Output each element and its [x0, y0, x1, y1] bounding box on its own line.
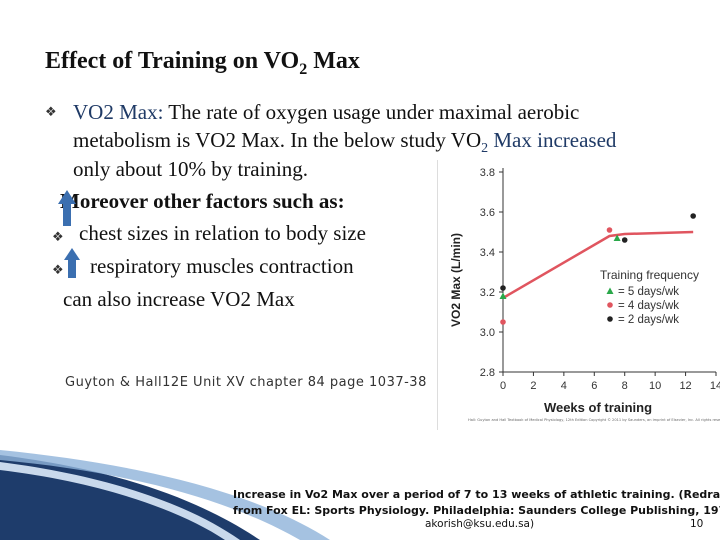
- chart-figure: VO2 Max (L/min) Weeks of training 2.8 3.0…: [437, 160, 720, 430]
- legend-marker: [606, 287, 614, 294]
- x-tick-label: 14: [710, 380, 720, 392]
- y-tick-label: 3.6: [480, 207, 495, 219]
- up-arrow-icon: [58, 190, 76, 226]
- bullet1-label: VO2 Max:: [73, 100, 164, 124]
- bullet1-subscript: 2: [481, 141, 489, 157]
- bullet1-line2-end: Max increased: [488, 128, 617, 152]
- y-tick-label: 3.0: [480, 327, 495, 339]
- data-point: [606, 227, 613, 233]
- item1-text: chest sizes in relation to body size: [79, 221, 366, 245]
- x-tick-label: 6: [591, 380, 597, 392]
- bullet1-line1: VO2 Max: The rate of oxygen usage under …: [73, 96, 579, 129]
- conclusion-text: can also increase VO2 Max: [63, 287, 295, 311]
- x-tick-label: 10: [649, 380, 661, 392]
- slide-title: Effect of Training on VO2 Max: [45, 48, 360, 79]
- figure-caption: Increase in Vo2 Max over a period of 7 t…: [233, 487, 720, 519]
- data-point: [690, 213, 696, 219]
- footer-email: akorish@ksu.edu.sa): [425, 518, 535, 530]
- bullet1-line3-text: only about 10% by training.: [73, 157, 309, 181]
- y-tick-label: 3.4: [480, 247, 495, 259]
- y-tick-label: 3.8: [480, 167, 495, 179]
- bullet1-line2-text: metabolism is VO2 Max. In the below stud…: [73, 128, 482, 152]
- x-tick-label: 4: [561, 380, 567, 392]
- vo2-chart: VO2 Max (L/min) Weeks of training 2.8 3.0…: [449, 167, 720, 422]
- citation: Guyton & Hall12E Unit XV chapter 84 page…: [65, 375, 427, 390]
- x-tick-label: 8: [622, 380, 628, 392]
- bullet1-line3: only about 10% by training.: [73, 153, 308, 186]
- caption-line2: from Fox EL: Sports Physiology. Philadel…: [233, 504, 720, 517]
- x-tick-label: 2: [530, 380, 536, 392]
- x-tick-label: 12: [679, 380, 691, 392]
- legend-marker: [607, 302, 613, 308]
- data-point: [613, 234, 621, 241]
- bullet1-line2: metabolism is VO2 Max. In the below stud…: [73, 124, 616, 166]
- title-subscript: 2: [299, 60, 308, 78]
- title-text: Effect of Training on VO: [45, 48, 300, 74]
- y-axis-label: VO2 Max (L/min): [449, 233, 463, 327]
- chart-footer-line1: Hall: Guyton and Hall Textbook of Medica…: [468, 418, 720, 422]
- data-point: [499, 292, 507, 299]
- data-point: [621, 237, 628, 243]
- data-point: [500, 285, 506, 291]
- item2-text: respiratory muscles contraction: [90, 254, 354, 278]
- conclusion-line: can also increase VO2 Max: [63, 283, 295, 316]
- legend-label: = 5 days/wk: [618, 286, 679, 298]
- page-number: 10: [690, 518, 704, 530]
- legend-label: = 2 days/wk: [618, 314, 679, 326]
- data-point: [500, 319, 506, 325]
- legend-label: = 4 days/wk: [618, 300, 679, 312]
- decorative-swoosh: [0, 450, 330, 540]
- x-axis-label: Weeks of training: [544, 400, 652, 415]
- moreover-heading: Moreover other factors such as:: [60, 185, 345, 218]
- bullet-icon: ❖: [52, 230, 64, 245]
- legend-title: Training frequency: [600, 268, 699, 282]
- y-tick-label: 3.2: [480, 287, 495, 299]
- caption-line1: Increase in Vo2 Max over a period of 7 t…: [233, 488, 720, 501]
- item1-line: chest sizes in relation to body size: [79, 217, 366, 250]
- item2-line: respiratory muscles contraction: [90, 250, 354, 283]
- y-tick-label: 2.8: [480, 367, 495, 379]
- title-suffix: Max: [307, 48, 360, 74]
- x-tick-label: 0: [500, 380, 506, 392]
- up-arrow-icon: [64, 248, 80, 278]
- bullet1-text: The rate of oxygen usage under maximal a…: [163, 100, 580, 124]
- bullet-icon: ❖: [52, 263, 64, 278]
- bullet-icon: ❖: [45, 105, 57, 120]
- legend-marker: [607, 316, 613, 322]
- moreover-text: Moreover other factors such as:: [60, 189, 345, 213]
